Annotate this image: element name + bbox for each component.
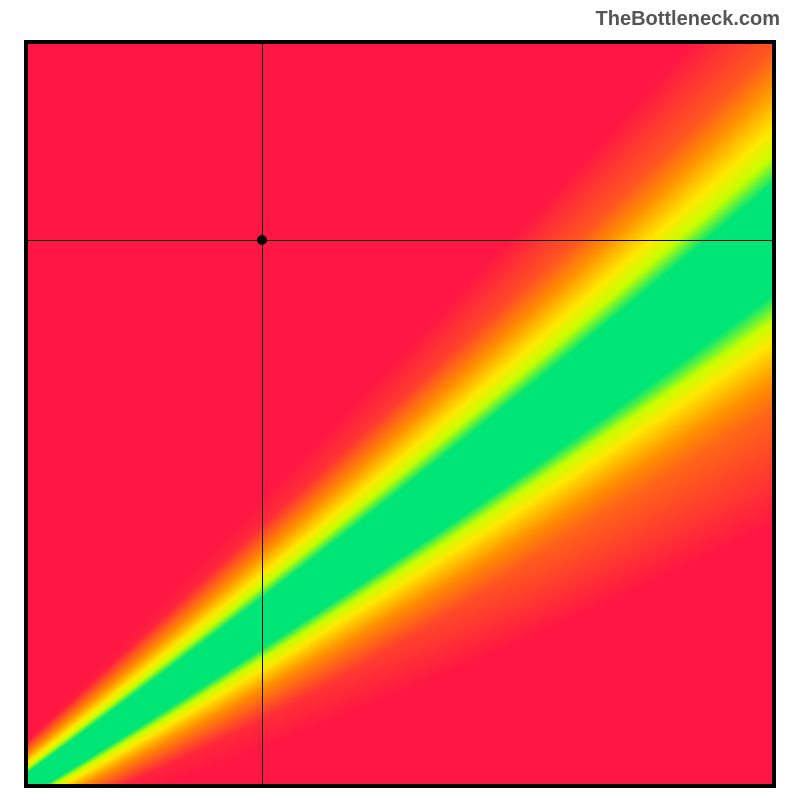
heatmap-canvas bbox=[28, 44, 772, 784]
crosshair-horizontal bbox=[28, 240, 772, 241]
marker-dot bbox=[257, 235, 267, 245]
heatmap-chart bbox=[24, 40, 776, 788]
crosshair-vertical bbox=[262, 44, 263, 784]
attribution-text: TheBottleneck.com bbox=[596, 8, 780, 31]
